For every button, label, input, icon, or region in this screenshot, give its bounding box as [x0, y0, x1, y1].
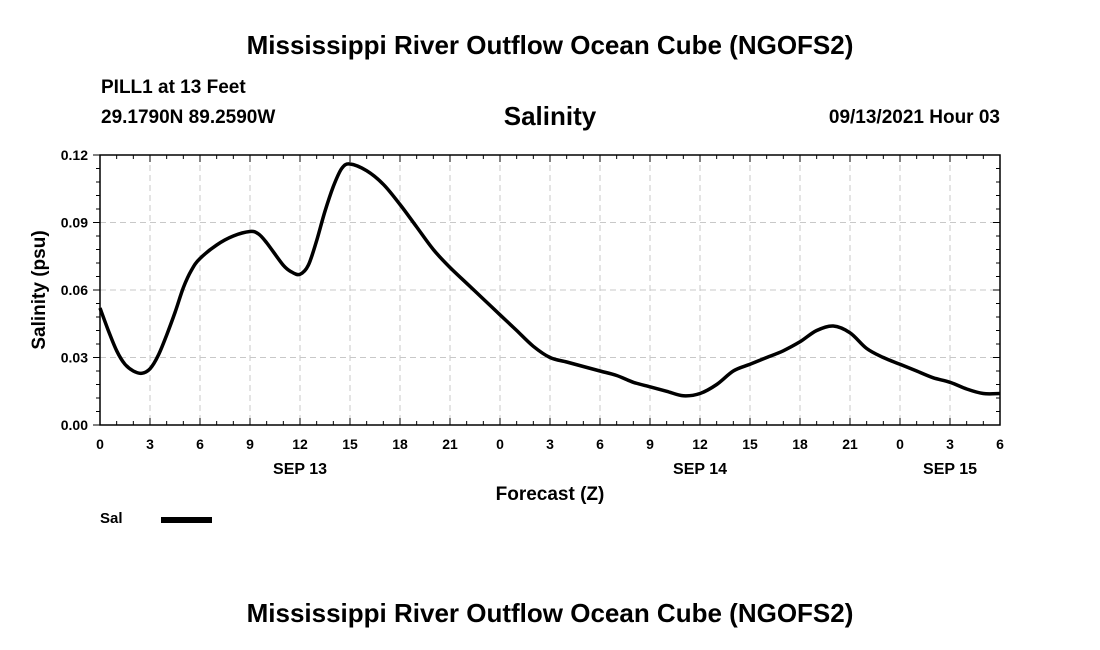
y-tick-label: 0.00 — [61, 417, 88, 433]
x-tick-label: 0 — [96, 436, 104, 452]
x-tick-label: 15 — [742, 436, 758, 452]
x-tick-label: 0 — [496, 436, 504, 452]
legend-line-swatch — [161, 517, 212, 523]
y-tick-label: 0.12 — [61, 147, 88, 163]
x-tick-label: 12 — [692, 436, 708, 452]
x-tick-label: 0 — [896, 436, 904, 452]
y-tick-label: 0.06 — [61, 282, 88, 298]
plot-frame — [99, 154, 1001, 426]
chart-footer-title: Mississippi River Outflow Ocean Cube (NG… — [246, 598, 854, 628]
y-tick-labels: 0.00 0.03 0.06 0.09 0.12 — [61, 147, 88, 433]
y-tick-label: 0.03 — [61, 350, 88, 366]
date-labels: SEP 13 SEP 14 SEP 15 — [273, 461, 977, 478]
x-tick-label: 21 — [842, 436, 858, 452]
date-label: SEP 13 — [273, 461, 327, 478]
x-tick-label: 18 — [392, 436, 408, 452]
legend-label: Sal — [100, 510, 123, 527]
salinity-series-line — [98, 162, 1001, 398]
x-tick-label: 9 — [646, 436, 654, 452]
y-tick-label: 0.09 — [61, 215, 88, 231]
grid — [100, 155, 1000, 425]
chart-main-title: Mississippi River Outflow Ocean Cube (NG… — [246, 30, 854, 60]
y-axis-title: Salinity (psu) — [29, 230, 50, 349]
variable-title: Salinity — [503, 101, 597, 131]
x-tick-label: 15 — [342, 436, 358, 452]
x-tick-label: 6 — [996, 436, 1004, 452]
date-label: SEP 15 — [923, 461, 977, 478]
x-tick-label: 3 — [946, 436, 954, 452]
station-label: PILL1 at 13 Feet — [101, 77, 246, 98]
forecast-datetime: 09/13/2021 Hour 03 — [828, 107, 1000, 128]
x-tick-label: 21 — [442, 436, 458, 452]
x-tick-label: 12 — [292, 436, 308, 452]
x-tick-label: 3 — [146, 436, 154, 452]
x-tick-label: 6 — [196, 436, 204, 452]
x-tick-label: 6 — [596, 436, 604, 452]
x-tick-label: 9 — [246, 436, 254, 452]
station-coordinates: 29.1790N 89.2590W — [101, 107, 276, 128]
x-tick-label: 18 — [792, 436, 808, 452]
date-label: SEP 14 — [673, 461, 727, 478]
x-axis-title: Forecast (Z) — [496, 484, 605, 505]
x-tick-label: 3 — [546, 436, 554, 452]
x-tick-labels: 0 3 6 9 12 15 18 21 0 3 6 9 12 15 18 21 0 3 6 — [96, 436, 1004, 452]
